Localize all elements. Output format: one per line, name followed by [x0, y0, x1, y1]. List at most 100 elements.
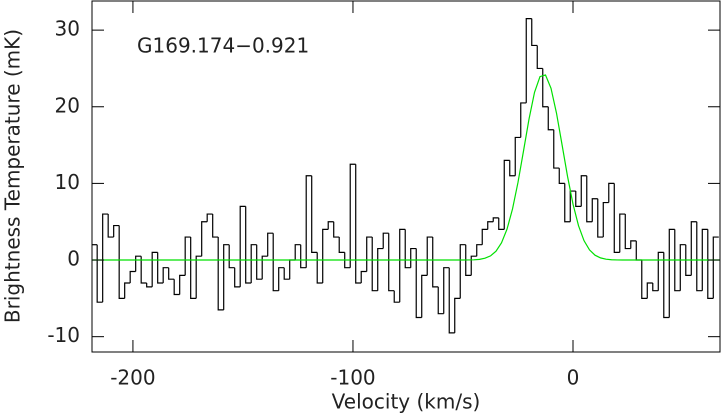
spectrum-channel [305, 175, 312, 268]
spectrum-channel [261, 255, 268, 280]
spectrum-channel [514, 136, 521, 176]
spectrum-channel [382, 232, 389, 249]
spectrum-channel [300, 244, 307, 269]
spectrum-channel [327, 221, 334, 230]
spectrum-channel [492, 217, 499, 222]
spectrum-channel [712, 236, 719, 299]
spectrum-channel [459, 244, 466, 299]
spectrum-channel [602, 201, 609, 238]
spectrum-channel [454, 297, 461, 333]
spectrum-channel [212, 214, 219, 238]
spectrum-channel [470, 255, 477, 276]
spectrum-channel [635, 240, 642, 261]
spectrum-channel [113, 224, 120, 238]
spectrum-channel [245, 206, 252, 284]
x-tick-label: -200 [110, 366, 155, 390]
spectrum-channel [426, 236, 433, 276]
spectrum-channel [476, 244, 483, 257]
spectrum-channel [685, 244, 692, 276]
y-tick-label: 30 [55, 17, 80, 41]
y-tick-label: 20 [55, 93, 80, 117]
plot-frame [91, 0, 721, 353]
spectrum-channel [96, 244, 103, 303]
spectrum-channel [223, 244, 230, 310]
spectrum-channel [652, 283, 659, 292]
spectrum-channel [316, 252, 323, 284]
spectrum-channel [157, 252, 164, 284]
spectrum-channel [657, 251, 664, 291]
spectrum-channel [591, 198, 598, 222]
spectrum-channel [146, 283, 153, 288]
spectrum-channel [102, 213, 109, 303]
x-tick-label: 0 [567, 366, 580, 390]
spectrum-channel [448, 267, 455, 334]
y-tick-label: 0 [67, 247, 80, 271]
spectrum-channel [679, 244, 686, 291]
spectrum-channel [344, 252, 351, 269]
spectrum-channel [690, 221, 697, 276]
spectrum-channel [608, 182, 615, 203]
spectrum-channel [135, 255, 142, 272]
spectrum-channel [641, 260, 648, 299]
spectrum-channel [333, 221, 340, 238]
spectrum-channel [481, 228, 488, 245]
spectrum-channel [580, 175, 587, 207]
spectrum-channel [503, 159, 510, 230]
spectrum-channel [531, 18, 538, 47]
spectrum-channel [696, 221, 703, 292]
spectrum-channel [206, 213, 213, 222]
spectrum-channel [465, 244, 472, 276]
spectrum-channel [525, 18, 532, 103]
spectrum-channel [371, 237, 378, 292]
spectrum-channel [388, 233, 395, 292]
spectrum-channel [437, 286, 444, 315]
spectrum-channel [184, 236, 191, 276]
spectrum-channel [239, 205, 246, 287]
spectrum-channel [443, 267, 450, 314]
spectrum-channel [179, 274, 186, 295]
spectrum-channel [168, 267, 175, 280]
spectrum-channel [162, 267, 169, 284]
spectrum-channel [630, 240, 637, 249]
spectrum-channel [404, 229, 411, 269]
spectrum-channel [542, 68, 549, 108]
x-tick-label: -100 [330, 366, 375, 390]
spectrum-channel [701, 228, 708, 291]
spectrum-channel [410, 247, 417, 268]
annotation: G169.174−0.921 [137, 34, 309, 58]
spectrum-channel [624, 214, 631, 250]
spectrum-channel [487, 221, 494, 230]
spectrum-channel [597, 198, 604, 238]
spectrum-channel [432, 237, 439, 288]
spectrum-channel [498, 217, 505, 230]
spectrum-channel [619, 213, 626, 253]
spectrum-channel [228, 244, 235, 269]
spectrum-channel [195, 255, 202, 299]
plot-area [92, 18, 720, 334]
spectrum-channel [283, 267, 290, 280]
spectrum-channel [377, 247, 384, 291]
spectrum-channel [140, 256, 147, 284]
spectrum-channel [129, 270, 136, 284]
spectrum-channel [256, 244, 263, 280]
spectrum-channel [322, 228, 329, 284]
spectrum-channel [366, 236, 373, 272]
spectrum-channel [415, 248, 422, 319]
spectrum-channel [311, 175, 318, 253]
spectrum-channel [547, 106, 554, 131]
spectrum-channel [509, 160, 516, 177]
spectrum-channel [663, 252, 670, 319]
spectrum-channel [151, 251, 158, 287]
spectrum-channel [272, 233, 279, 292]
spectrum-channel [707, 229, 714, 299]
x-axis-label: Velocity (km/s) [332, 390, 481, 414]
spectrum-channel [536, 45, 543, 70]
spectrum-channel [558, 168, 565, 184]
spectrum-channel [393, 290, 400, 303]
spectrum-channel [338, 237, 345, 253]
spectrum-channel [553, 129, 560, 169]
spectrum-channel [399, 228, 406, 303]
spectrum-channel [118, 225, 125, 299]
spectrum-channel [278, 267, 285, 291]
